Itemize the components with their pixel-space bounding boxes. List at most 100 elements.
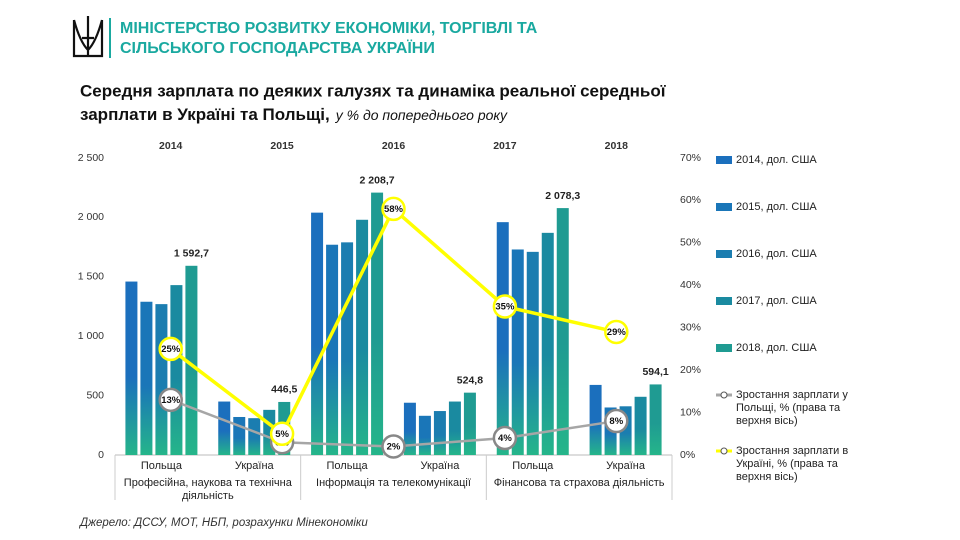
bar — [155, 304, 168, 455]
header-line: СІЛЬСЬКОГО ГОСПОДАРСТВА УКРАЇНИ — [120, 39, 435, 57]
y2-tick-label: 30% — [680, 321, 701, 333]
text-line: Інформація та телекомунікації — [316, 477, 471, 489]
group-label: Фінансова та страхова діяльність — [494, 477, 665, 489]
x2-tick-label: 2018 — [605, 140, 629, 152]
bar — [125, 281, 138, 455]
x-tick-label: Україна — [606, 460, 646, 472]
y-tick-label: 2 500 — [78, 152, 104, 164]
line-value-label: 2% — [387, 442, 401, 453]
bar — [326, 244, 339, 455]
bar — [371, 192, 384, 455]
bar — [496, 222, 509, 455]
text-line: 2015, дол. США — [736, 201, 817, 213]
legend-swatch — [716, 297, 732, 305]
y-tick-label: 1 500 — [78, 271, 104, 283]
text-line: діяльність — [182, 490, 234, 502]
legend-swatch — [716, 344, 732, 352]
line-marker — [158, 336, 183, 362]
chart-title: зарплати в Україні та Польщі, — [80, 105, 330, 124]
y2-tick-label: 70% — [680, 152, 701, 164]
line-value-label: 13% — [161, 395, 181, 406]
legend-swatch — [716, 156, 732, 164]
bar — [341, 242, 354, 455]
bar — [418, 415, 431, 455]
x-tick-label: Польща — [327, 460, 369, 472]
line-value-label: 29% — [607, 327, 627, 338]
bar-value-label: 524,8 — [457, 374, 483, 386]
text-line: верхня вісь) — [736, 471, 798, 483]
text-line: 2016, дол. США — [736, 248, 817, 260]
bar — [556, 208, 569, 455]
line-marker — [381, 434, 406, 459]
line-value-label: 58% — [384, 204, 404, 215]
legend-label: Зростання зарплати у Польщі, % (права та в… — [736, 389, 848, 427]
text-line: верхня вісь) — [736, 415, 798, 427]
chart-title-line: зарплати в Україні та Польщі, у % до попе… — [80, 105, 508, 124]
y-tick-label: 500 — [86, 389, 104, 401]
y2-tick-label: 60% — [680, 194, 701, 206]
y2-tick-label: 0% — [680, 449, 695, 461]
x2-tick-label: 2015 — [270, 140, 294, 152]
bar — [433, 411, 446, 455]
bar — [526, 251, 539, 455]
text-line: 2017, дол. США — [736, 295, 817, 307]
line-value-label: 5% — [275, 429, 289, 440]
line-value-label: 8% — [609, 416, 623, 427]
bar — [403, 402, 416, 455]
legend-swatch — [716, 250, 732, 258]
x2-tick-label: 2014 — [159, 140, 183, 152]
legend-label: 2014, дол. США — [736, 154, 817, 166]
bar-value-label: 594,1 — [642, 366, 668, 378]
line-marker — [604, 319, 629, 345]
line-marker — [269, 421, 295, 447]
text-line: Зростання зарплати у — [736, 389, 848, 401]
y2-tick-label: 50% — [680, 237, 701, 249]
bar-value-label: 2 208,7 — [360, 174, 395, 186]
line-marker — [492, 425, 518, 451]
y-tick-label: 1 000 — [78, 330, 104, 342]
bar-value-label: 446,5 — [271, 384, 297, 396]
legend-marker — [720, 391, 728, 399]
line-value-label: 4% — [498, 433, 512, 444]
bar — [311, 212, 324, 455]
legend-label: 2015, дол. США — [736, 201, 817, 213]
bar — [634, 396, 647, 455]
legend-label: 2017, дол. США — [736, 295, 817, 307]
y2-tick-label: 20% — [680, 364, 701, 376]
bar — [541, 232, 554, 455]
legend-label: 2016, дол. США — [736, 248, 817, 260]
source: Джерело: ДССУ, МОТ, НБП, розрахунки Міне… — [78, 517, 368, 529]
x-tick-label: Україна — [235, 460, 275, 472]
text-line: Польщі, % (права та — [736, 402, 841, 414]
text-line: 2018, дол. США — [736, 342, 817, 354]
header-line: МІНІСТЕРСТВО РОЗВИТКУ ЕКОНОМІКИ, ТОРГІВЛ… — [120, 20, 538, 37]
y2-tick-label: 10% — [680, 406, 701, 418]
bar — [356, 219, 369, 455]
bar — [511, 249, 524, 455]
line-marker — [158, 387, 183, 413]
text-line: 2014, дол. США — [736, 154, 817, 166]
group-label: Професійна, наукова та технічна діяльніст… — [124, 477, 293, 502]
line-value-label: 35% — [495, 302, 515, 313]
x-tick-label: Польща — [141, 460, 183, 472]
bar — [463, 392, 476, 455]
line-value-label: 25% — [161, 344, 181, 355]
y-tick-label: 0 — [98, 449, 104, 461]
line-marker — [604, 408, 629, 434]
text-line: Україні, % (права та — [736, 458, 839, 470]
bar — [649, 384, 662, 455]
x-tick-label: Польща — [512, 460, 554, 472]
line-marker — [381, 196, 406, 222]
x-tick-label: Україна — [421, 460, 461, 472]
legend-marker — [720, 447, 728, 455]
chart-subtitle: у % до попереднього року — [335, 107, 508, 123]
bar — [589, 384, 602, 455]
emblem — [72, 16, 104, 58]
legend-label: 2018, дол. США — [736, 342, 817, 354]
legend-swatch — [716, 203, 732, 211]
chart-title: Середня зарплата по деяких галузях та ди… — [80, 81, 667, 100]
bar — [170, 285, 183, 455]
text-line: Професійна, наукова та технічна — [124, 477, 293, 489]
group-label: Інформація та телекомунікації — [316, 477, 471, 489]
